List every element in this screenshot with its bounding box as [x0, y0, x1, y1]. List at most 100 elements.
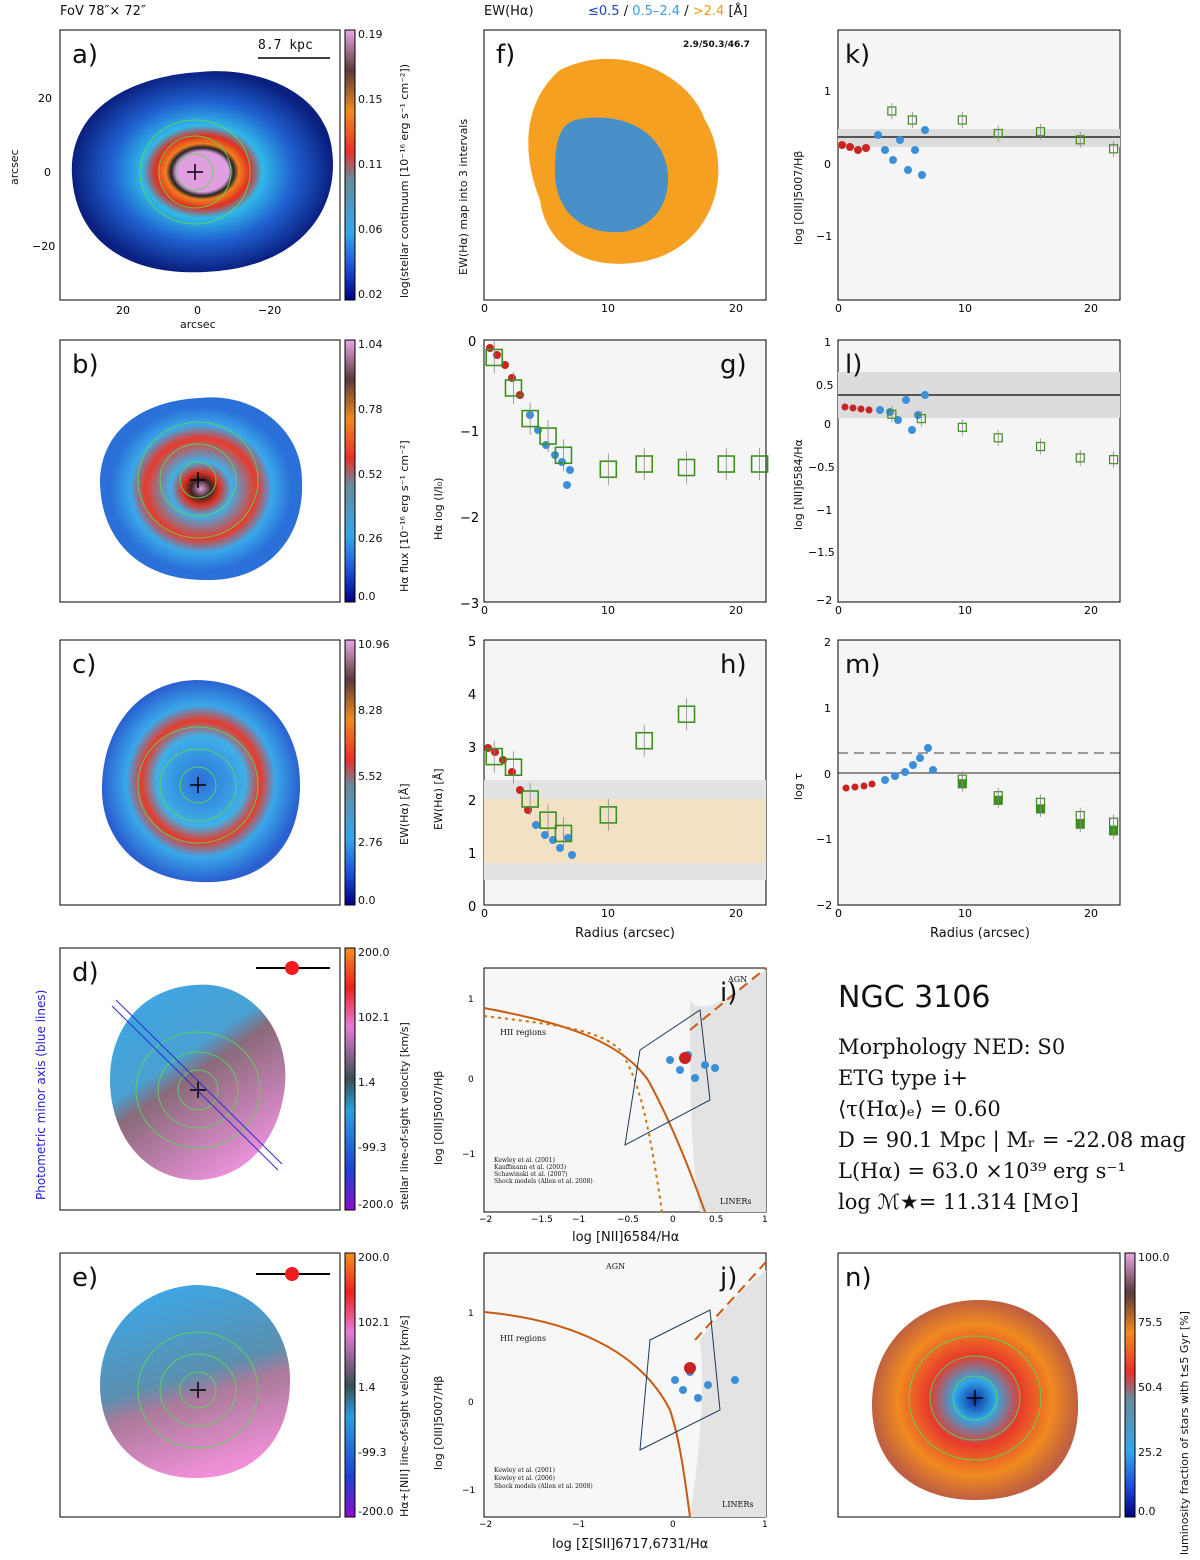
panel-a-xtick-2: 0: [194, 304, 201, 317]
panel-m-ylabel: log τ: [792, 773, 805, 800]
svg-text:0: 0: [670, 1215, 676, 1225]
svg-text:−1: −1: [572, 1215, 585, 1225]
svg-text:10: 10: [958, 604, 972, 617]
svg-text:20: 20: [729, 302, 743, 315]
galaxy-tau: ⟨τ(Hα)ₑ⟩ = 0.60: [838, 1097, 1001, 1121]
panel-b-galaxy-image: [100, 397, 303, 581]
svg-text:1: 1: [824, 702, 831, 715]
panel-l-label: l): [845, 350, 863, 380]
panel-d-center-cross: [190, 1082, 206, 1098]
panel-e-cbar-label: Hα+[NII] line-of-sight velocity [km/s]: [398, 1315, 411, 1517]
panel-b-center-cross: [190, 472, 206, 488]
panel-a-cbar-tick-1: 0.19: [358, 28, 383, 41]
panel-g-label: g): [720, 350, 747, 380]
panel-k-spaxel-cloud: [838, 126, 929, 179]
panel-a-cbar-tick-3: 0.11: [358, 158, 383, 171]
panel-k-ylabel: log [OIII]5007/Hβ: [792, 150, 805, 245]
minor-axis-line-1: [115, 999, 283, 1165]
panel-i-agn-label: AGN: [728, 975, 748, 984]
svg-text:0: 0: [481, 302, 488, 315]
panel-n-colorbar: [1124, 1252, 1136, 1518]
panel-b-cbar-tick-3: 0.52: [358, 468, 383, 481]
panel-e-cbar-tick-1: 200.0: [358, 1251, 390, 1264]
panel-h-xlabel: Radius (arcsec): [575, 926, 675, 941]
panel-i-ticks: −2 −1.5 −1 −0.5 0 0.5 1 1 0 −1: [462, 995, 768, 1225]
svg-text:4: 4: [468, 688, 476, 703]
panel-d-label: d): [72, 958, 99, 988]
svg-text:−1.5: −1.5: [531, 1215, 553, 1225]
minor-axis-line-2: [111, 1005, 279, 1171]
panel-b-cbar-tick-2: 0.78: [358, 403, 383, 416]
galaxy-morphology: Morphology NED: S0: [838, 1035, 1066, 1059]
svg-text:0: 0: [481, 604, 488, 617]
panel-j-ticks: −2 −1 0 1 1 0 −1: [462, 1309, 768, 1530]
panel-j-legend-item-1: Kewley et al. (2001): [494, 1467, 555, 1474]
svg-text:20: 20: [1084, 604, 1098, 617]
panel-i-schawinski-line: [689, 967, 767, 1031]
panel-d-colorbar: [344, 947, 356, 1211]
svg-text:−1: −1: [462, 1486, 475, 1496]
panel-a-ytick-1: 20: [38, 92, 52, 105]
svg-text:10: 10: [601, 302, 615, 315]
panel-i-legend-item-1: Kewley et al. (2001): [494, 1157, 555, 1164]
panel-e-center-cross: [190, 1382, 206, 1398]
panel-i-legend: Kewley et al. (2001) Kauffmann et al. (2…: [494, 1157, 593, 1185]
panel-n-cbar-tick-4: 25.2: [1138, 1446, 1163, 1459]
panel-m-spaxel-cloud: [842, 744, 937, 792]
svg-text:−0.5: −0.5: [808, 461, 835, 474]
panel-a-xlabel: arcsec: [180, 318, 216, 331]
panel-c-cbar-tick-3: 5.52: [358, 770, 383, 783]
panel-d-cbar-label: stellar line-of-sight velocity [km/s]: [398, 1022, 411, 1210]
scale-bar-label: 8.7 kpc: [258, 38, 313, 53]
ew-ranges-legend: ≤0.5 / 0.5–2.4 / >2.4 [Å]: [588, 4, 748, 19]
svg-text:−1: −1: [816, 230, 832, 243]
svg-text:1: 1: [468, 847, 476, 862]
svg-text:20: 20: [729, 604, 743, 617]
svg-text:0: 0: [468, 1398, 474, 1408]
panel-c-colorbar: [344, 639, 356, 906]
panel-b-frame: [59, 339, 341, 603]
panel-k-binned-marks: [887, 103, 1119, 157]
ew-range-low: ≤0.5: [588, 4, 620, 19]
panel-j-shock-grid: [639, 1309, 721, 1451]
svg-text:0: 0: [468, 900, 476, 915]
panel-d-cbar-tick-4: -99.3: [358, 1141, 387, 1154]
panel-d-resolution-marker: [256, 961, 330, 975]
panel-g-ylabel: Hα log (I/I₀): [432, 477, 445, 540]
panel-j-liner-region: [690, 1270, 766, 1517]
panel-k-frame: [837, 29, 1121, 301]
panel-d-cbar-tick-3: 1.4: [358, 1076, 376, 1089]
svg-text:0: 0: [824, 768, 831, 781]
panel-i-legend-item-3: Schawinski et al. (2007): [494, 1171, 568, 1178]
panel-a-cbar-label: log(stellar continuum [10⁻¹⁶ erg s⁻¹ cm⁻…: [398, 64, 411, 298]
panel-c-center-cross: [190, 777, 206, 793]
panel-n-cbar-tick-5: 0.0: [1138, 1505, 1156, 1518]
svg-text:1: 1: [824, 85, 831, 98]
panel-j-xlabel: log [Σ[SII]6717,6731/Hα: [552, 1537, 709, 1552]
panel-c-cbar-tick-1: 10.96: [358, 638, 390, 651]
panel-d-cbar-tick-5: -200.0: [358, 1198, 394, 1211]
panel-c-cbar-tick-4: 2.76: [358, 836, 383, 849]
svg-text:1: 1: [762, 1215, 768, 1225]
panel-a-center-cross: [187, 164, 203, 180]
panel-e-cbar-tick-5: -200.0: [358, 1505, 394, 1518]
panel-h-binned-marks: [485, 698, 696, 850]
panel-i-hii-label: HII regions: [500, 1028, 547, 1037]
panel-d-side-label: Photometric minor axis (blue lines): [34, 989, 48, 1200]
panel-n-cbar-tick-1: 100.0: [1138, 1251, 1170, 1264]
panel-n-label: n): [845, 1263, 872, 1293]
svg-text:1: 1: [824, 336, 831, 349]
panel-a-xtick-3: −20: [258, 304, 281, 317]
svg-text:0: 0: [468, 1075, 474, 1085]
svg-text:20: 20: [729, 907, 743, 920]
panel-e-resolution-marker: [256, 1267, 330, 1281]
svg-text:5: 5: [468, 635, 476, 650]
svg-text:−1: −1: [816, 833, 832, 846]
svg-text:0.5: 0.5: [816, 379, 834, 392]
panel-f-ylabel: EW(Hα) map into 3 intervals: [457, 118, 470, 275]
galaxy-etg-type: ETG type i+: [838, 1066, 968, 1090]
panel-a-xtick-1: 20: [116, 304, 130, 317]
panel-c-cbar-label: EW(Hα) [Å]: [398, 783, 411, 845]
svg-text:10: 10: [601, 907, 615, 920]
